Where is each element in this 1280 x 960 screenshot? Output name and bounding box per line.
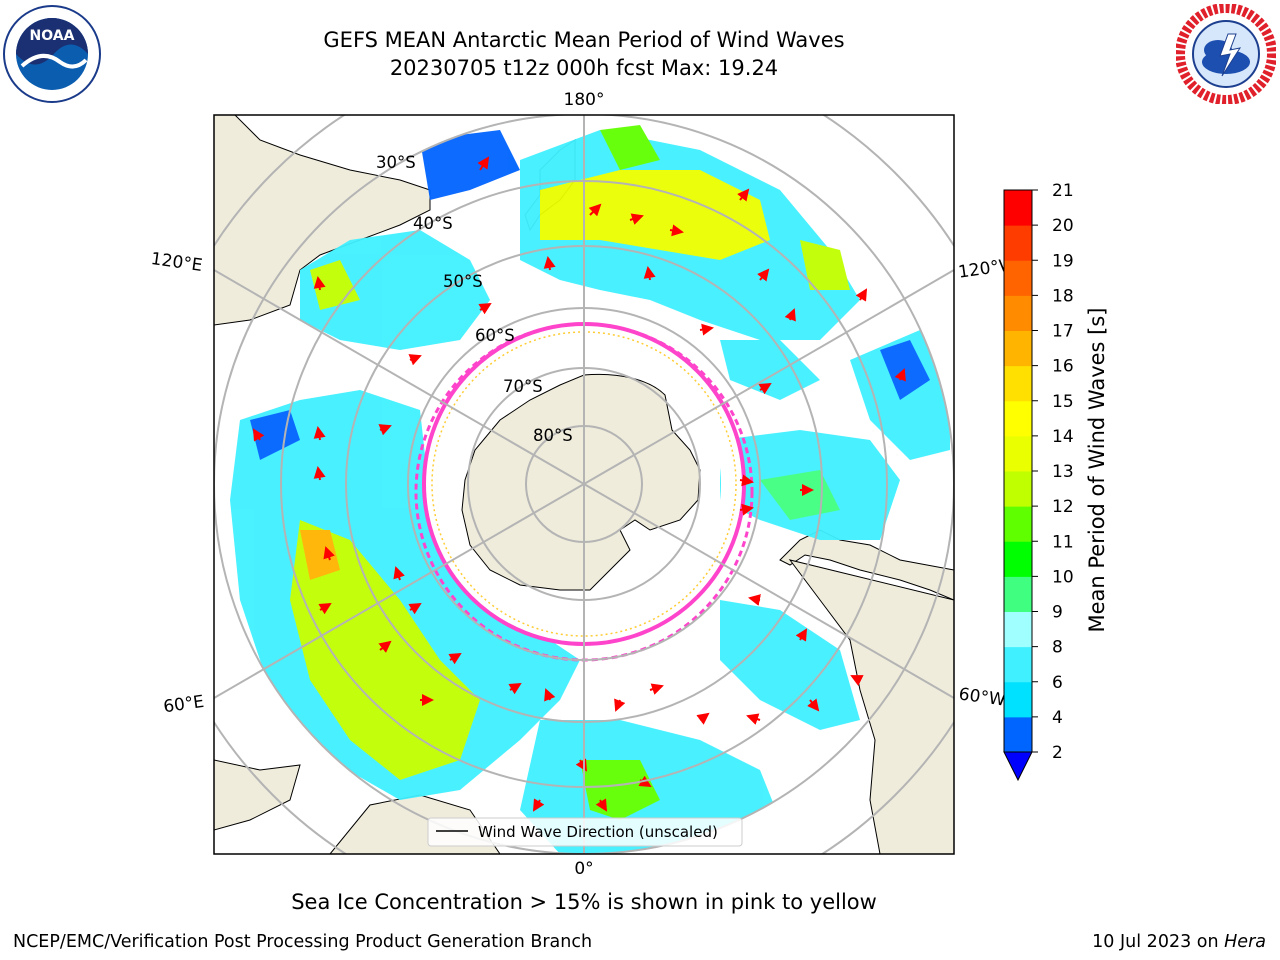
colorbar-tick-label: 11 (1052, 532, 1074, 552)
colorbar-tick-label: 12 (1052, 497, 1074, 517)
colorbar-tick-label: 6 (1052, 673, 1063, 693)
colorbar-segment (1004, 295, 1032, 331)
colorbar-segment (1004, 646, 1032, 683)
chart-title-line1: GEFS MEAN Antarctic Mean Period of Wind … (323, 28, 845, 52)
lat-label-80s: 80°S (533, 426, 573, 445)
colorbar-tick-label: 8 (1052, 638, 1063, 658)
national-weather-service-logo (1176, 4, 1276, 104)
colorbar: 2 4 6 8 9 10 11 12 13 14 15 16 17 18 19 20 21 (1003, 181, 1074, 782)
colorbar-segment (1004, 471, 1032, 507)
colorbar-tick-label: 2 (1052, 743, 1063, 763)
colorbar-segment (1004, 541, 1032, 577)
colorbar-segment (1004, 365, 1032, 402)
colorbar-tick-label: 10 (1052, 567, 1074, 587)
colorbar-segment (1004, 225, 1032, 261)
svg-text:NOAA: NOAA (30, 28, 75, 44)
colorbar-tick-label: 13 (1052, 462, 1074, 482)
colorbar-segment (1004, 506, 1032, 542)
chart-title-line2: 20230705 t12z 000h fcst Max: 19.24 (389, 56, 779, 80)
colorbar-segment (1004, 716, 1032, 753)
lon-label-60e: 60°E (162, 692, 205, 717)
lon-label-120e: 120°E (150, 249, 204, 276)
colorbar-tick-label: 18 (1052, 286, 1074, 306)
colorbar-segment (1004, 190, 1032, 226)
wave-period-field (230, 125, 950, 854)
wind-wave-arrows (252, 156, 906, 812)
graticule (214, 115, 954, 854)
lon-label-0: 0° (574, 859, 593, 879)
colorbar-segment (1004, 576, 1032, 612)
colorbar-segment (1004, 330, 1032, 367)
colorbar-tick-label: 9 (1052, 603, 1063, 623)
colorbar-segment (1004, 260, 1032, 296)
colorbar-tick-label: 16 (1052, 357, 1074, 377)
colorbar-tick-label: 17 (1052, 322, 1074, 342)
lat-label-60s: 60°S (475, 326, 515, 345)
colorbar-tick-label: 20 (1052, 216, 1074, 236)
lat-label-30s: 30°S (376, 153, 416, 172)
colorbar-segment (1004, 435, 1032, 472)
colorbar-segment (1004, 681, 1032, 718)
lat-label-50s: 50°S (443, 272, 483, 291)
colorbar-tick-label: 15 (1052, 392, 1074, 412)
footer-credit: NCEP/EMC/Verification Post Processing Pr… (13, 932, 593, 952)
lat-label-70s: 70°S (503, 377, 543, 396)
footer-date: 10 Jul 2023 on Hera (1092, 932, 1266, 952)
colorbar-tick-label: 21 (1052, 181, 1074, 201)
colorbar-tick-label: 19 (1052, 251, 1074, 271)
map-legend: Wind Wave Direction (unscaled) (427, 817, 743, 847)
lon-label-180: 180° (564, 90, 605, 110)
lon-label-60w: 60°W (957, 684, 1006, 710)
colorbar-under-extension (1003, 751, 1033, 782)
sea-ice-caption: Sea Ice Concentration > 15% is shown in … (291, 890, 877, 914)
colorbar-segment (1004, 611, 1032, 648)
latitude-labels: 30°S 40°S 50°S 60°S 70°S 80°S (376, 153, 573, 445)
legend-label: Wind Wave Direction (unscaled) (478, 823, 718, 841)
lat-label-40s: 40°S (413, 214, 453, 233)
colorbar-tick-label: 4 (1052, 708, 1063, 728)
colorbar-segment (1004, 400, 1032, 437)
footer-machine: Hera (1224, 932, 1266, 952)
map-frame (213, 114, 955, 855)
colorbar-tick-label: 14 (1052, 427, 1074, 447)
noaa-logo: NOAA (3, 5, 101, 103)
colorbar-label: Mean Period of Wind Waves [s] (1085, 307, 1109, 633)
footer-date-text: 10 Jul 2023 on (1092, 932, 1225, 952)
